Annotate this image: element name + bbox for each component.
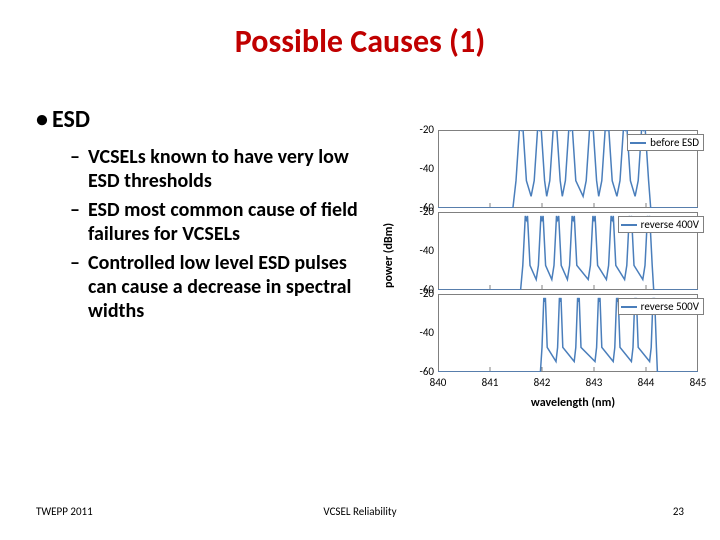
dash-icon: – bbox=[70, 145, 88, 169]
sub-bullet-text: Controlled low level ESD pulses can caus… bbox=[88, 251, 351, 324]
chart-panel: -20-40-60before ESD bbox=[408, 130, 708, 208]
x-tick-label: 842 bbox=[534, 376, 551, 389]
bullet-level-1: •ESD bbox=[36, 105, 90, 134]
sub-bullet: – ESD most common cause of field failure… bbox=[70, 198, 360, 247]
y-tick-label: -40 bbox=[408, 162, 434, 175]
y-axis-label: power (dBm) bbox=[382, 223, 396, 288]
sub-bullet-list: – VCSELs known to have very low ESD thre… bbox=[70, 145, 360, 328]
y-tick-label: -20 bbox=[408, 287, 434, 300]
chart-panel: -20-40-60reverse 400V bbox=[408, 212, 708, 290]
chart-stack: power (dBm) -20-40-60before ESD-20-40-60… bbox=[388, 130, 708, 394]
title-text: Possible Causes (1) bbox=[235, 22, 485, 61]
x-tick-label: 841 bbox=[482, 376, 499, 389]
legend-label: reverse 400V bbox=[641, 218, 699, 231]
y-tick-label: -20 bbox=[408, 123, 434, 136]
legend-swatch bbox=[621, 224, 637, 226]
sub-bullet-text: VCSELs known to have very low ESD thresh… bbox=[88, 145, 349, 193]
dash-icon: – bbox=[70, 198, 88, 222]
x-tick-label: 845 bbox=[690, 376, 707, 389]
sub-bullet: – VCSELs known to have very low ESD thre… bbox=[70, 145, 360, 194]
sub-bullet: – Controlled low level ESD pulses can ca… bbox=[70, 251, 360, 324]
footer-center: VCSEL Reliability bbox=[0, 505, 720, 518]
bullet-dot-icon: • bbox=[36, 105, 52, 134]
y-tick-label: -40 bbox=[408, 244, 434, 257]
legend-label: reverse 500V bbox=[641, 300, 699, 313]
sub-bullet-text: ESD most common cause of field failures … bbox=[88, 198, 358, 246]
chart-legend: reverse 500V bbox=[618, 298, 704, 315]
x-axis-label: wavelength (nm) bbox=[438, 396, 708, 410]
x-tick-label: 844 bbox=[638, 376, 655, 389]
x-ticks: 840841842843844845 bbox=[438, 376, 698, 394]
y-tick-label: -20 bbox=[408, 205, 434, 218]
legend-label: before ESD bbox=[650, 136, 699, 149]
chart-legend: before ESD bbox=[627, 134, 704, 151]
footer-page-number: 23 bbox=[673, 505, 684, 518]
x-tick-label: 843 bbox=[586, 376, 603, 389]
chart-panel: -20-40-60reverse 500V bbox=[408, 294, 708, 372]
bullet-label: ESD bbox=[52, 105, 90, 134]
x-tick-label: 840 bbox=[430, 376, 447, 389]
slide-title: Possible Causes (1) bbox=[0, 22, 720, 61]
dash-icon: – bbox=[70, 251, 88, 275]
slide: Possible Causes (1) •ESD – VCSELs known … bbox=[0, 0, 720, 540]
legend-swatch bbox=[630, 142, 646, 144]
legend-swatch bbox=[621, 306, 637, 308]
y-tick-label: -40 bbox=[408, 326, 434, 339]
chart-legend: reverse 400V bbox=[618, 216, 704, 233]
panels-container: -20-40-60before ESD-20-40-60reverse 400V… bbox=[388, 130, 708, 372]
